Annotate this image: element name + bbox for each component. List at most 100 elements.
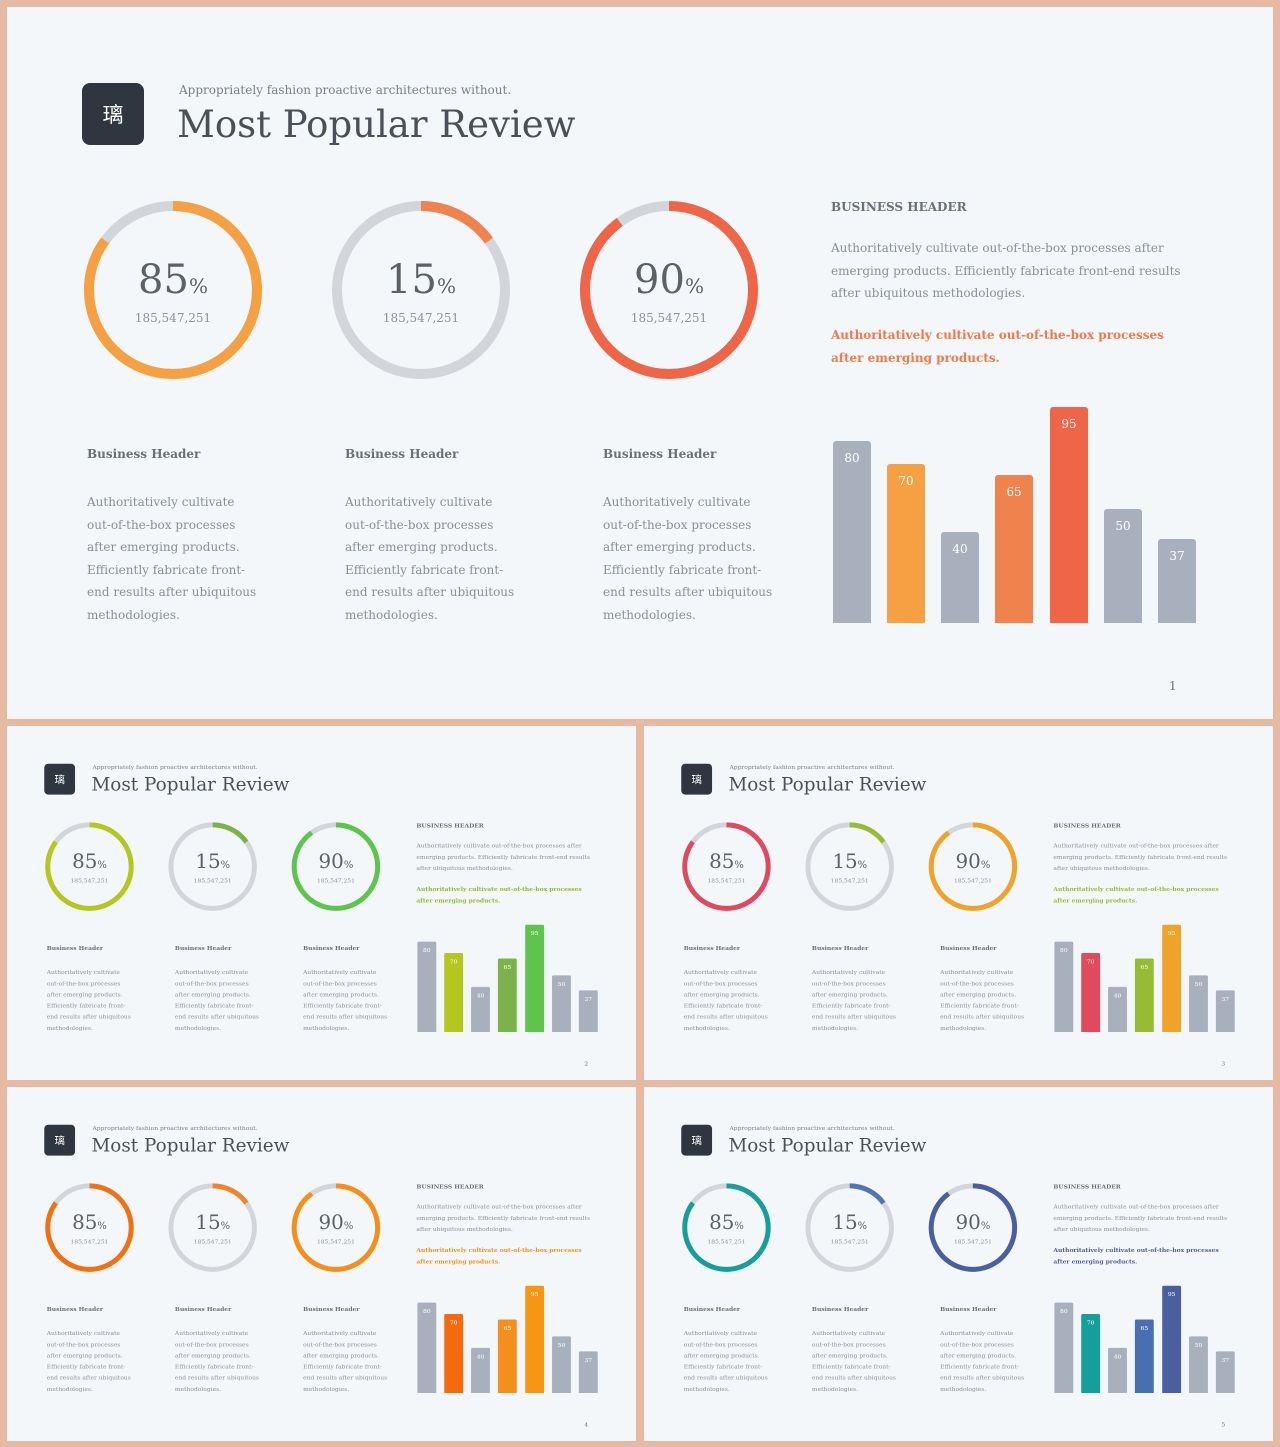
bar-1 xyxy=(417,1302,437,1394)
column-header: Business Header xyxy=(303,1305,360,1313)
bar-5 xyxy=(525,924,545,1033)
slide-title: Most Popular Review xyxy=(91,773,290,796)
progress-ring-2: 15% 185,547,251 xyxy=(804,1182,894,1272)
text-column-2: Business Header Authoritatively cultivat… xyxy=(175,945,264,1034)
column-header: Business Header xyxy=(46,944,104,952)
ring-progress-arc xyxy=(580,201,758,379)
progress-ring-1: 85% 185,547,251 xyxy=(44,821,134,911)
page-number: 4 xyxy=(584,1420,589,1428)
progress-ring-3: 90% 185,547,251 xyxy=(578,199,760,381)
page-number: 5 xyxy=(1221,1420,1226,1428)
ring-progress-arc xyxy=(805,822,894,911)
bar-label-5: 95 xyxy=(530,1290,539,1298)
ring-subvalue: 185,547,251 xyxy=(630,311,708,325)
logo-char: 璃 xyxy=(102,103,124,127)
progress-ring-1: 85% 185,547,251 xyxy=(681,821,771,911)
bar-7 xyxy=(578,990,598,1033)
bar-label-6: 50 xyxy=(557,980,566,988)
text-column-3: Business Header Authoritatively cultivat… xyxy=(303,945,392,1034)
business-text: Authoritatively cultivate out-of-the-box… xyxy=(1053,1203,1228,1233)
bar-label-1: 80 xyxy=(423,1307,431,1315)
bar-label-1: 80 xyxy=(1060,946,1068,954)
ring-subvalue: 185,547,251 xyxy=(707,877,746,884)
business-text: Authoritatively cultivate out-of-the-box… xyxy=(416,842,591,872)
progress-ring-3: 90% 185,547,251 xyxy=(928,821,1018,911)
ring-subvalue: 185,547,251 xyxy=(316,1238,355,1245)
column-body: Authoritatively cultivate out-of-the-box … xyxy=(940,1329,1025,1393)
text-column-3: Business Header Authoritatively cultivat… xyxy=(940,945,1029,1034)
column-body: Authoritatively cultivate out-of-the-box … xyxy=(345,495,515,622)
progress-ring-2: 15% 185,547,251 xyxy=(330,199,512,381)
bar-2 xyxy=(1081,1313,1101,1394)
ring-value: 90% xyxy=(955,850,991,874)
text-column-1: Business Header Authoritatively cultivat… xyxy=(47,945,136,1034)
ring-value: 85% xyxy=(709,850,744,874)
slide-title: Most Popular Review xyxy=(91,1134,290,1157)
ring-value: 15% xyxy=(195,1211,231,1235)
business-accent-text: Authoritatively cultivate out-of-the-box… xyxy=(416,1246,582,1265)
bar-label-5: 95 xyxy=(530,929,539,937)
column-header: Business Header xyxy=(603,447,717,461)
bar-label-6: 50 xyxy=(1115,519,1131,534)
business-header: BUSINESS HEADER xyxy=(1053,1182,1121,1190)
bar-label-1: 80 xyxy=(844,451,860,466)
text-column-1: Business Header Authoritatively cultivat… xyxy=(87,447,267,626)
column-body: Authoritatively cultivate out-of-the-box … xyxy=(940,968,1025,1032)
bar-6 xyxy=(552,975,571,1033)
bar-1 xyxy=(1054,1302,1074,1394)
logo-char: 璃 xyxy=(691,1134,702,1147)
ring-progress-arc xyxy=(805,1183,894,1272)
business-header: BUSINESS HEADER xyxy=(416,821,484,829)
slide-title: Most Popular Review xyxy=(728,1134,927,1157)
logo-badge: 璃 xyxy=(44,1124,76,1156)
ring-subvalue: 185,547,251 xyxy=(70,1238,109,1245)
bar-label-4: 65 xyxy=(503,1324,512,1332)
column-body: Authoritatively cultivate out-of-the-box … xyxy=(46,968,131,1032)
business-text: Authoritatively cultivate out-of-the-box… xyxy=(416,1203,591,1233)
column-header: Business Header xyxy=(174,1305,232,1313)
bar-2 xyxy=(444,952,464,1033)
column-body: Authoritatively cultivate out-of-the-box … xyxy=(87,495,257,622)
business-accent-text: Authoritatively cultivate out-of-the-box… xyxy=(1053,885,1219,904)
ring-progress-arc xyxy=(168,1183,257,1272)
logo-badge: 璃 xyxy=(681,763,713,795)
logo-badge: 璃 xyxy=(82,83,144,145)
bar-3 xyxy=(471,1347,490,1394)
bar-label-2: 70 xyxy=(449,1318,458,1326)
logo-char: 璃 xyxy=(54,773,65,786)
ring-value: 90% xyxy=(318,1211,354,1235)
slide-1: 璃 Appropriately fashion proactive archit… xyxy=(7,7,1273,719)
text-column-2: Business Header Authoritatively cultivat… xyxy=(812,1306,901,1395)
column-header: Business Header xyxy=(345,447,459,461)
text-column-3: Business Header Authoritatively cultivat… xyxy=(603,447,783,626)
bar-label-2: 70 xyxy=(449,957,458,965)
slide-subtitle: Appropriately fashion proactive architec… xyxy=(729,763,895,771)
bar-4 xyxy=(995,475,1033,623)
slide-content: 璃 Appropriately fashion proactive archit… xyxy=(644,1087,1273,1441)
ring-subvalue: 185,547,251 xyxy=(316,877,355,884)
bar-label-3: 40 xyxy=(476,991,485,999)
slide-2: 璃 Appropriately fashion proactive archit… xyxy=(7,726,636,1080)
progress-ring-3: 90% 185,547,251 xyxy=(928,1182,1018,1272)
column-header: Business Header xyxy=(811,944,869,952)
page-number: 3 xyxy=(1221,1059,1226,1067)
ring-value: 85% xyxy=(72,850,107,874)
progress-ring-2: 15% 185,547,251 xyxy=(167,821,257,911)
slide-content: 璃 Appropriately fashion proactive archit… xyxy=(644,726,1273,1080)
business-header: BUSINESS HEADER xyxy=(416,1182,484,1190)
ring-subvalue: 185,547,251 xyxy=(830,877,869,884)
column-header: Business Header xyxy=(811,1305,869,1313)
bar-6 xyxy=(552,1336,571,1394)
bar-5 xyxy=(1162,924,1182,1033)
ring-subvalue: 185,547,251 xyxy=(193,877,232,884)
column-body: Authoritatively cultivate out-of-the-box … xyxy=(683,1329,768,1393)
slide-4: 璃 Appropriately fashion proactive archit… xyxy=(7,1087,636,1441)
ring-subvalue: 185,547,251 xyxy=(953,877,992,884)
bar-2 xyxy=(444,1313,464,1394)
slide-content: 璃 Appropriately fashion proactive archit… xyxy=(7,726,636,1080)
progress-ring-2: 15% 185,547,251 xyxy=(167,1182,257,1272)
progress-ring-1: 85% 185,547,251 xyxy=(681,1182,771,1272)
ring-value: 90% xyxy=(955,1211,991,1235)
ring-subvalue: 185,547,251 xyxy=(382,311,460,325)
business-accent-text: Authoritatively cultivate out-of-the-box… xyxy=(416,885,582,904)
